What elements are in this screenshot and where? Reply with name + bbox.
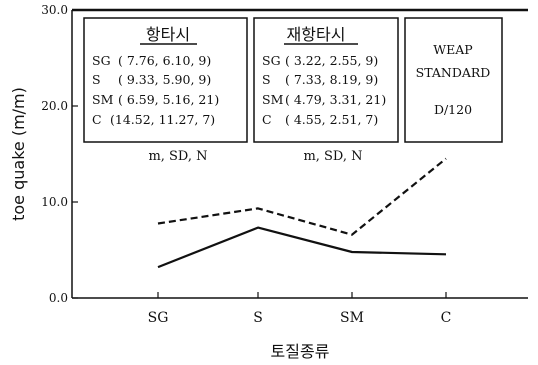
weap-standard-line3: D/120: [434, 102, 472, 117]
legend-box-driving-row-values: ( 9.33, 5.90, 9): [118, 72, 211, 87]
legend-box-driving-row-label: C: [92, 112, 102, 127]
legend-box-driving-row-values: ( 7.76, 6.10, 9): [118, 53, 211, 68]
legend-box-redriving-row-values: ( 4.55, 2.51, 7): [285, 112, 378, 127]
legend-box-redriving-row-label: S: [262, 72, 271, 87]
series-line-dashed: [157, 157, 447, 236]
legend-box-driving-row-values: ( 6.59, 5.16, 21): [118, 92, 219, 107]
legend-box-redriving-title: 재항타시: [287, 25, 346, 44]
weap-standard-line2: STANDARD: [416, 65, 491, 80]
x-tick-label: S: [253, 310, 263, 326]
legend-box-redriving-row-label: SM: [262, 92, 284, 107]
legend-box-driving-row-values: (14.52, 11.27, 7): [110, 112, 215, 127]
legend-box-redriving-row-values: ( 7.33, 8.19, 9): [285, 72, 378, 87]
weap-standard-frame: [404, 17, 503, 143]
legend-box-redriving-row-label: C: [262, 112, 272, 127]
y-tick-label: 0.0: [49, 291, 68, 305]
series-layer: [157, 157, 447, 269]
legend-box-driving-row-label: S: [92, 72, 101, 87]
x-tick-label: SM: [340, 310, 364, 326]
legend-box-redriving: 재항타시 SG ( 3.22, 2.55, 9) S ( 7.33, 8.19,…: [253, 17, 399, 143]
y-tick-label: 10.0: [41, 195, 68, 209]
y-axis-title: toe quake (m/m): [9, 87, 28, 221]
x-tick-label: C: [441, 310, 452, 326]
legend-box-driving-footer: m, SD, N: [148, 149, 207, 164]
legend-box-redriving-footer: m, SD, N: [303, 149, 362, 164]
weap-standard-box: WEAP STANDARD D/120: [404, 17, 503, 143]
series-line-solid: [157, 226, 447, 269]
legend-box-redriving-row-values: ( 3.22, 2.55, 9): [285, 53, 378, 68]
y-tick-label: 30.0: [41, 3, 68, 17]
legend-box-driving-title: 항타시: [146, 25, 190, 44]
x-tick-label: SG: [148, 310, 169, 326]
legend-box-redriving-row-label: SG: [262, 53, 281, 68]
legend-box-redriving-row-values: ( 4.79, 3.31, 21): [285, 92, 386, 107]
x-axis-title: 토질종류: [271, 342, 330, 361]
legend-box-driving-row-label: SM: [92, 92, 114, 107]
y-tick-label: 20.0: [41, 99, 68, 113]
x-ticks: SG S SM C: [148, 292, 452, 326]
weap-standard-line1: WEAP: [433, 42, 472, 57]
legend-box-driving-row-label: SG: [92, 53, 111, 68]
legend-box-driving: 항타시 SG ( 7.76, 6.10, 9) S ( 9.33, 5.90, …: [83, 17, 248, 143]
legend-box-driving-frame: [83, 17, 248, 143]
legend-box-redriving-frame: [253, 17, 399, 143]
y-ticks: 0.0 10.0 20.0 30.0: [41, 3, 78, 305]
